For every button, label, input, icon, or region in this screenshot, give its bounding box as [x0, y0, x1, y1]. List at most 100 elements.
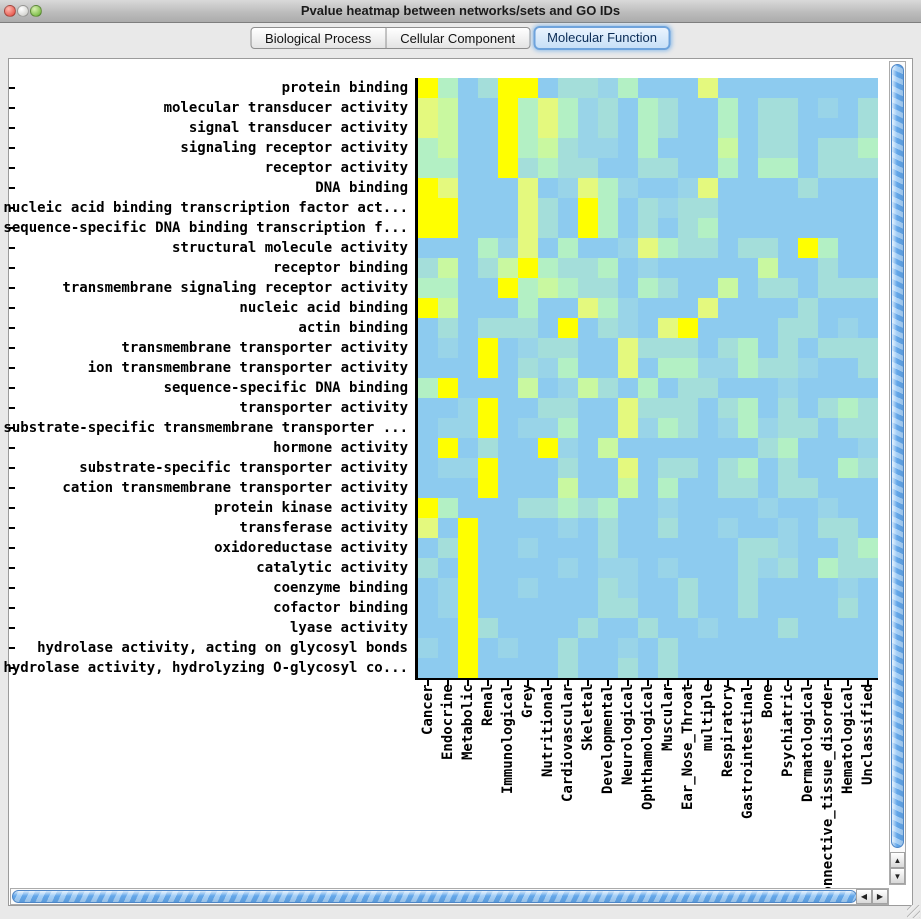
horizontal-scrollbar-thumb[interactable]	[12, 890, 857, 903]
heatmap-cell	[418, 298, 438, 318]
heatmap-cell	[418, 458, 438, 478]
heatmap-cell	[818, 558, 838, 578]
heatmap-cell	[418, 518, 438, 538]
heatmap-cell	[758, 438, 778, 458]
heatmap-cell	[618, 278, 638, 298]
heatmap-cell	[698, 518, 718, 538]
heatmap-cell	[578, 498, 598, 518]
tab-cellular-component[interactable]: Cellular Component	[386, 27, 531, 49]
heatmap-cell	[638, 438, 658, 458]
heatmap-cell	[618, 518, 638, 538]
heatmap-cell	[758, 658, 778, 678]
heatmap-cell	[718, 238, 738, 258]
vertical-scrollbar[interactable]: ▲ ▼	[889, 61, 906, 885]
minimize-window-icon[interactable]	[17, 5, 29, 17]
heatmap-cell	[458, 178, 478, 198]
row-label: hydrolase activity, acting on glycosyl b…	[37, 640, 408, 656]
scroll-down-icon[interactable]: ▼	[890, 868, 905, 884]
row-label: cation transmembrane transporter activit…	[62, 480, 408, 496]
heatmap-cell	[498, 538, 518, 558]
x-tick	[427, 680, 429, 686]
heatmap-cell	[418, 498, 438, 518]
row-label: receptor activity	[264, 160, 408, 176]
scroll-right-icon[interactable]: ▶	[872, 889, 888, 904]
heatmap-cell	[778, 578, 798, 598]
heatmap-cell	[638, 278, 658, 298]
heatmap-cell	[818, 398, 838, 418]
heatmap-cell	[838, 278, 858, 298]
heatmap-cell	[518, 538, 538, 558]
zoom-window-icon[interactable]	[30, 5, 42, 17]
heatmap-cell	[618, 78, 638, 98]
heatmap-cell	[838, 78, 858, 98]
column-label: Endocrine	[440, 684, 456, 760]
heatmap-cell	[518, 158, 538, 178]
heatmap-cell	[618, 158, 638, 178]
heatmap-cell	[838, 458, 858, 478]
vertical-scrollbar-thumb[interactable]	[891, 64, 904, 848]
heatmap-cell	[458, 618, 478, 638]
heatmap-cell	[618, 558, 638, 578]
heatmap-cell	[578, 138, 598, 158]
row-label: signaling receptor activity	[180, 140, 408, 156]
heatmap-cell	[778, 178, 798, 198]
y-tick	[9, 167, 15, 169]
heatmap-cell	[418, 358, 438, 378]
heatmap-cell	[858, 458, 878, 478]
heatmap-cell	[758, 598, 778, 618]
heatmap-cell	[798, 118, 818, 138]
scroll-up-icon[interactable]: ▲	[890, 852, 905, 868]
close-window-icon[interactable]	[4, 5, 16, 17]
heatmap-cell	[738, 558, 758, 578]
heatmap-cell	[558, 238, 578, 258]
heatmap-cell	[778, 478, 798, 498]
heatmap-cell	[738, 358, 758, 378]
heatmap-cell	[518, 618, 538, 638]
heatmap-cell	[598, 98, 618, 118]
heatmap-cell	[818, 518, 838, 538]
heatmap-cell	[558, 518, 578, 538]
heatmap-cell	[558, 478, 578, 498]
scroll-left-icon[interactable]: ◀	[856, 889, 872, 904]
heatmap-cell	[838, 518, 858, 538]
tab-biological-process[interactable]: Biological Process	[250, 27, 387, 49]
y-tick	[9, 447, 15, 449]
heatmap-cell	[718, 318, 738, 338]
heatmap-cell	[418, 418, 438, 438]
heatmap-cell	[478, 78, 498, 98]
heatmap-cell	[558, 458, 578, 478]
heatmap-cell	[838, 98, 858, 118]
heatmap-cell	[758, 478, 778, 498]
heatmap-cell	[538, 258, 558, 278]
heatmap-cell	[478, 418, 498, 438]
heatmap-cell	[538, 338, 558, 358]
tab-molecular-function[interactable]: Molecular Function	[533, 26, 671, 50]
heatmap-cell	[578, 478, 598, 498]
heatmap-cell	[778, 638, 798, 658]
heatmap-cell	[458, 318, 478, 338]
heatmap-cell	[818, 278, 838, 298]
heatmap-cell	[838, 358, 858, 378]
heatmap-cell	[418, 558, 438, 578]
heatmap-cell	[638, 358, 658, 378]
row-label: cofactor binding	[273, 600, 408, 616]
heatmap-cell	[758, 418, 778, 438]
horizontal-scrollbar[interactable]: ◀ ▶	[10, 888, 889, 905]
window-resize-grip[interactable]	[907, 905, 920, 918]
heatmap-cell	[518, 498, 538, 518]
heatmap-cell	[838, 578, 858, 598]
heatmap-cell	[578, 78, 598, 98]
heatmap-cell	[778, 238, 798, 258]
heatmap-cell	[578, 458, 598, 478]
heatmap-cell	[578, 218, 598, 238]
heatmap-cell	[738, 638, 758, 658]
heatmap-cell	[538, 178, 558, 198]
y-tick	[9, 207, 15, 209]
heatmap-cell	[458, 418, 478, 438]
heatmap-cell	[698, 498, 718, 518]
heatmap-cell	[658, 78, 678, 98]
heatmap-cell	[578, 438, 598, 458]
heatmap-cell	[558, 338, 578, 358]
heatmap-cell	[658, 518, 678, 538]
heatmap-cell	[618, 378, 638, 398]
